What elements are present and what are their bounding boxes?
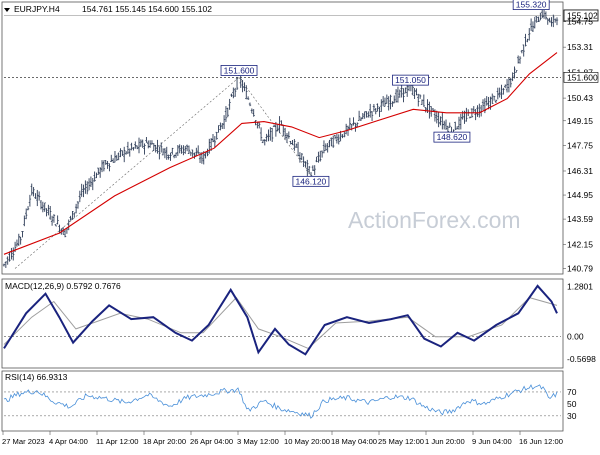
macd-layer [3,284,561,356]
watermark: ActionForex.com [348,207,521,233]
rsi-y-axis: 70 50 30 [567,387,577,421]
macd-line [3,284,558,356]
x-tick-label: 3 May 12:00 [237,437,279,446]
annotation-label: 155.320 [516,0,547,10]
price-tick-label: 149.15 [567,116,593,126]
price-tick-label: 146.31 [567,166,593,176]
x-tick-label: 18 Apr 20:00 [143,437,186,446]
price-tick-label: 142.15 [567,240,593,250]
price-y-axis: 155.102154.75153.31151.87151.600150.4314… [563,9,599,274]
price-tick-label: 154.75 [567,17,593,27]
rsi-title: RSI(14) 66.9313 [5,372,68,382]
annotation-label: 148.620 [437,132,468,142]
price-tick-label: 144.95 [567,190,593,200]
annotation-box [512,0,550,11]
price-tick-label: 150.43 [567,93,593,103]
annotation-box [220,65,258,76]
x-tick-label: 26 Apr 04:00 [190,437,233,446]
x-tick-label: 25 May 12:00 [378,437,424,446]
annotation-box [292,175,330,187]
annotation-box [433,131,471,143]
price-panel [1,1,564,275]
annotation-layer: 151.600 146.120 151.050 148.620 155.320 [220,0,550,187]
moving-average-line [3,52,558,255]
annotation-label: 151.600 [224,65,255,75]
x-tick-label: 18 May 04:00 [331,437,377,446]
reference-price-box [563,72,599,83]
macd-tick-label: 0.00 [567,332,584,342]
chart-header-symbol: EURJPY.H4 [14,4,60,14]
current-price-box [563,9,599,22]
time-x-axis: 27 Mar 2023 4 Apr 04:00 11 Apr 12:00 18 Apr… [2,431,563,446]
price-tick-label: 155.102 [567,10,598,20]
header-dropdown-icon [4,8,10,12]
x-tick-label: 10 May 20:00 [284,437,330,446]
macd-tick-label: -0.5698 [567,354,596,364]
x-tick-label: 27 Mar 2023 [2,437,45,446]
rsi-tick-label: 30 [567,411,577,421]
macd-title: MACD(12,26,9) 0.5792 0.7676 [5,281,121,291]
macd-tick-label: 1.2801 [567,282,593,292]
price-tick-label: 151.600 [567,72,598,82]
x-tick-label: 11 Apr 12:00 [96,437,139,446]
annotation-label: 151.050 [395,75,426,85]
annotation-box [392,74,429,86]
rsi-line [3,384,558,419]
macd-panel [1,278,564,369]
x-tick-label: 16 Jun 12:00 [519,437,563,446]
annotation-label: 146.120 [296,176,327,186]
price-bars [2,4,559,268]
x-tick-label: 1 Jun 20:00 [425,437,465,446]
moving-average-layer [3,52,558,255]
price-tick-label: 147.75 [567,141,593,151]
macd-y-axis: 1.2801 0.00 -0.5698 [567,282,596,364]
rsi-panel [1,370,564,432]
rsi-tick-label: 70 [567,387,577,397]
price-tick-label: 140.79 [567,264,593,274]
rsi-layer [3,384,561,419]
price-tick-label: 153.31 [567,42,593,52]
x-tick-label: 9 Jun 04:00 [472,437,512,446]
rsi-tick-label: 50 [567,399,577,409]
price-tick-label: 143.59 [567,214,593,224]
chart-header-ohlc: 154.761 155.145 154.600 155.102 [82,4,212,14]
trend-guide-up [14,77,240,269]
macd-signal-line [3,296,558,349]
x-tick-label: 4 Apr 04:00 [49,437,88,446]
